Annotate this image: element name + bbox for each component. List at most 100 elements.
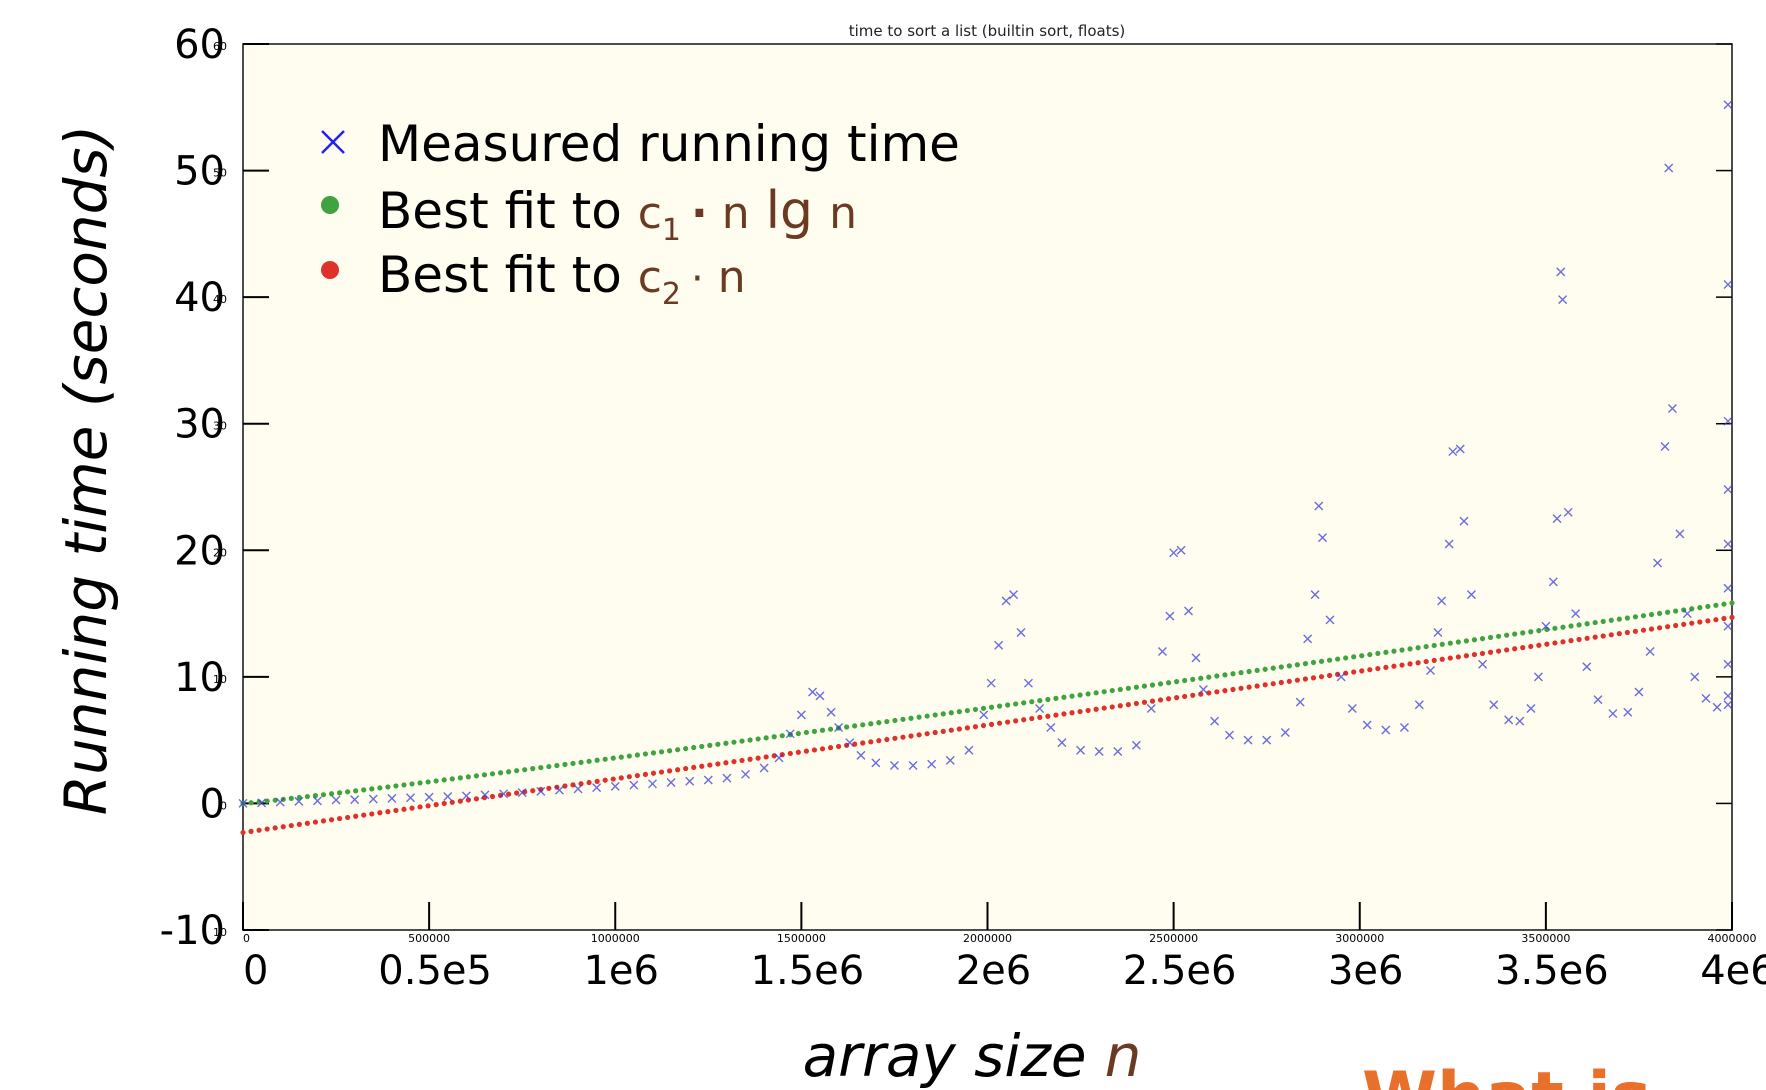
- measured-point: [945, 755, 955, 765]
- measured-point: [554, 785, 564, 795]
- x-tick-small-label-6: 3000000: [1335, 932, 1384, 945]
- fit2-point: [1101, 705, 1107, 711]
- legend-fit2-sub: 2: [662, 277, 681, 312]
- fit1-point: [803, 729, 810, 736]
- fit1-point: [691, 744, 697, 751]
- x-tick-small-label-4: 2000000: [963, 932, 1012, 945]
- measured-point: [1295, 697, 1305, 707]
- x-tick-small-label-0: 0: [243, 932, 250, 945]
- measured-point: [1558, 295, 1568, 305]
- fit2-point: [288, 822, 294, 829]
- measured-point: [703, 775, 713, 785]
- fit2-series: [240, 614, 1735, 836]
- measured-point: [1466, 590, 1476, 600]
- fit1-point: [739, 738, 745, 744]
- fit2-point: [1013, 718, 1019, 724]
- fit2-point: [1085, 707, 1091, 714]
- fit2-point: [514, 790, 520, 796]
- x-tick-label-2: 1e6: [583, 948, 659, 994]
- fit2-point: [1640, 627, 1647, 633]
- fit2-point: [1214, 689, 1220, 695]
- fit2-point: [988, 721, 995, 727]
- x-tick-label-8: 4e6: [1700, 948, 1766, 994]
- legend-fit2-dot: ·: [691, 256, 704, 302]
- fit2-point: [836, 743, 842, 750]
- fit2-point: [610, 776, 616, 782]
- fit2-point: [1141, 699, 1148, 705]
- fit1-point: [1286, 663, 1292, 669]
- fit1-point: [1673, 608, 1679, 614]
- fit1-point: [884, 718, 890, 725]
- fit2-point: [1077, 708, 1083, 715]
- fit2-point: [1359, 668, 1365, 674]
- fit2-point: [1665, 624, 1671, 630]
- measured-point: [1169, 548, 1179, 558]
- fit1-point: [481, 772, 488, 778]
- fit1-point: [1479, 636, 1486, 642]
- fit2-point: [1165, 696, 1172, 702]
- y-tick-small-label-1: 0: [220, 799, 227, 812]
- measured-point: [1478, 659, 1488, 669]
- fit1-point: [1359, 653, 1365, 659]
- measured-point: [275, 797, 285, 807]
- fit1-point: [1632, 614, 1639, 620]
- fit2-point: [1624, 629, 1630, 636]
- measured-point: [1046, 722, 1056, 732]
- measured-point: [1653, 558, 1663, 568]
- measured-point: [808, 687, 818, 697]
- fit2-point: [634, 772, 640, 779]
- fit1-point: [248, 800, 254, 806]
- measured-point: [964, 745, 974, 755]
- fit1-point: [1214, 673, 1220, 679]
- fit1-point: [465, 774, 471, 780]
- measured-point: [629, 780, 639, 790]
- fit2-point: [1391, 663, 1397, 669]
- fit2-point: [578, 781, 584, 787]
- fit2-point: [1487, 649, 1494, 655]
- fit2-point: [506, 791, 512, 797]
- fit2-point: [948, 727, 954, 733]
- measured-point: [610, 781, 620, 791]
- measured-point: [1001, 596, 1011, 606]
- fit1-point: [369, 786, 375, 792]
- legend-fit1-prefix: Best fit to: [378, 182, 638, 240]
- fit1-point: [755, 736, 761, 742]
- fit2-point: [312, 819, 319, 825]
- x-tick-label-7: 3.5e6: [1495, 948, 1609, 994]
- measured-point: [1448, 447, 1458, 457]
- fit2-point: [916, 732, 922, 738]
- fit1-point: [1149, 682, 1156, 688]
- measured-point: [536, 786, 546, 796]
- measured-point: [573, 784, 583, 794]
- fit2-point: [795, 749, 801, 755]
- fit2-point: [803, 748, 810, 754]
- fit2-point: [457, 798, 463, 804]
- fit1-point: [1504, 632, 1510, 638]
- fit2-point: [811, 747, 818, 753]
- fit1-point: [1238, 670, 1244, 676]
- fit1-point: [1021, 700, 1027, 706]
- fit2-point: [1149, 698, 1156, 704]
- fit2-point: [1053, 712, 1059, 718]
- fit1-point: [1045, 696, 1051, 703]
- measured-point: [834, 722, 844, 732]
- fit1-point: [1262, 666, 1268, 672]
- fit1-point: [377, 785, 383, 791]
- measured-point: [1645, 647, 1655, 657]
- fit2-point: [328, 817, 335, 823]
- measured-point: [443, 791, 453, 801]
- fit1-point: [1600, 618, 1606, 625]
- fit2-point: [441, 800, 447, 807]
- x-tick-label-5: 2.5e6: [1123, 948, 1237, 994]
- measured-point: [461, 791, 471, 801]
- y-tick-small-label-4: 30: [213, 420, 227, 433]
- measured-point: [1399, 722, 1409, 732]
- fit1-point: [964, 707, 970, 714]
- fit1-point: [819, 727, 826, 733]
- fit2-point: [272, 825, 278, 831]
- measured-point: [1634, 687, 1644, 697]
- fit1-point: [1069, 693, 1075, 699]
- measured-point: [986, 678, 996, 688]
- fit1-point: [361, 787, 367, 793]
